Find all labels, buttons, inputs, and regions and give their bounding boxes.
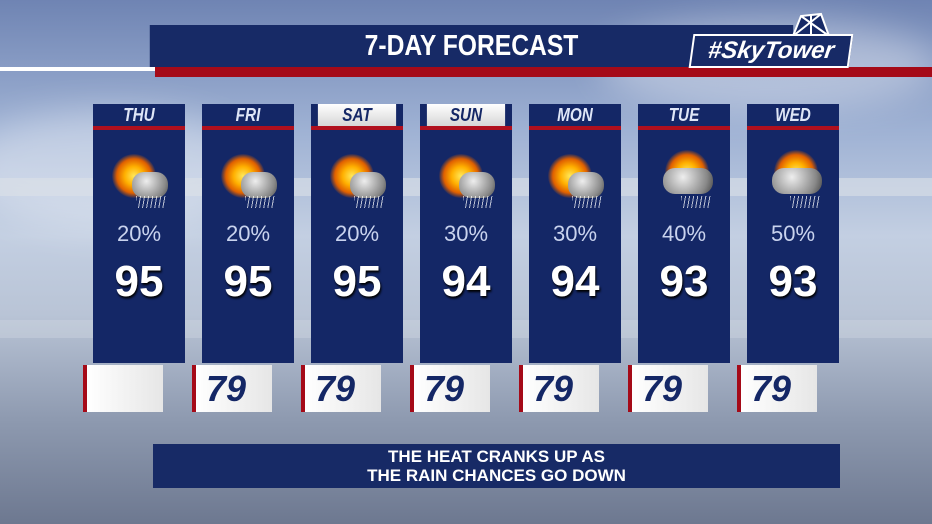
low-temp xyxy=(83,365,163,412)
rain-chance: 50% xyxy=(770,221,816,246)
cloud-sun-storm-icon xyxy=(758,148,828,218)
high-temp: 95 xyxy=(332,257,382,306)
high-temp: 95 xyxy=(114,257,164,306)
day-column-fri: FRI 20% 95 xyxy=(202,104,294,363)
low-temp: 79 xyxy=(301,365,381,412)
day-red-stripe xyxy=(420,126,512,130)
sun-cloud-thunderstorm-icon xyxy=(431,148,501,218)
day-label: FRI xyxy=(235,105,261,125)
low-temp: 79 xyxy=(192,365,272,412)
day-red-stripe xyxy=(202,126,294,130)
day-column-thu: THU 20% 95 xyxy=(93,104,185,363)
page-title: 7-DAY FORECAST xyxy=(149,25,794,68)
day-column-mon: MON 30% 94 xyxy=(529,104,621,363)
day-label: WED xyxy=(775,105,811,125)
high-temp: 93 xyxy=(768,257,818,306)
day-label: TUE xyxy=(668,105,700,125)
day-red-stripe xyxy=(529,126,621,130)
rain-chance: 20% xyxy=(334,221,380,246)
rain-chance: 20% xyxy=(116,221,162,246)
low-temp: 79 xyxy=(519,365,599,412)
day-column-tue: TUE 40% 93 xyxy=(638,104,730,363)
day-column-sun: SUN 30% 94 xyxy=(420,104,512,363)
caption-line-2: THE RAIN CHANCES GO DOWN xyxy=(367,466,626,485)
high-temp: 93 xyxy=(659,257,709,306)
high-temp: 94 xyxy=(441,257,491,306)
day-column-sat: SAT 20% 95 xyxy=(311,104,403,363)
day-red-stripe xyxy=(638,126,730,130)
low-temp: 79 xyxy=(628,365,708,412)
rain-chance: 40% xyxy=(661,221,707,246)
low-temp: 79 xyxy=(410,365,490,412)
day-label: SUN xyxy=(426,104,506,126)
sun-cloud-rain-icon xyxy=(540,148,610,218)
rain-chance: 30% xyxy=(552,221,598,246)
rain-chance: 20% xyxy=(225,221,271,246)
day-red-stripe xyxy=(311,126,403,130)
sun-cloud-thunderstorm-icon xyxy=(322,148,392,218)
divider xyxy=(0,67,155,71)
day-label: MON xyxy=(557,105,593,125)
low-temp: 79 xyxy=(737,365,817,412)
cloud-sun-rain-icon xyxy=(649,148,719,218)
day-column-wed: WED 50% 93 xyxy=(747,104,839,363)
day-red-stripe xyxy=(93,126,185,130)
forecast-caption: THE HEAT CRANKS UP AS THE RAIN CHANCES G… xyxy=(153,444,840,488)
day-label: THU xyxy=(123,105,155,125)
day-red-stripe xyxy=(747,126,839,130)
sun-cloud-thunderstorm-icon xyxy=(213,148,283,218)
high-temp: 95 xyxy=(223,257,273,306)
skytower-logo: #SkyTower xyxy=(683,12,854,70)
header-red-stripe xyxy=(155,67,932,77)
rain-chance: 30% xyxy=(443,221,489,246)
sun-cloud-thunderstorm-icon xyxy=(104,148,174,218)
logo-text: #SkyTower xyxy=(688,34,854,68)
high-temp: 94 xyxy=(550,257,600,306)
day-label: SAT xyxy=(317,104,397,126)
caption-line-1: THE HEAT CRANKS UP AS xyxy=(388,447,605,466)
